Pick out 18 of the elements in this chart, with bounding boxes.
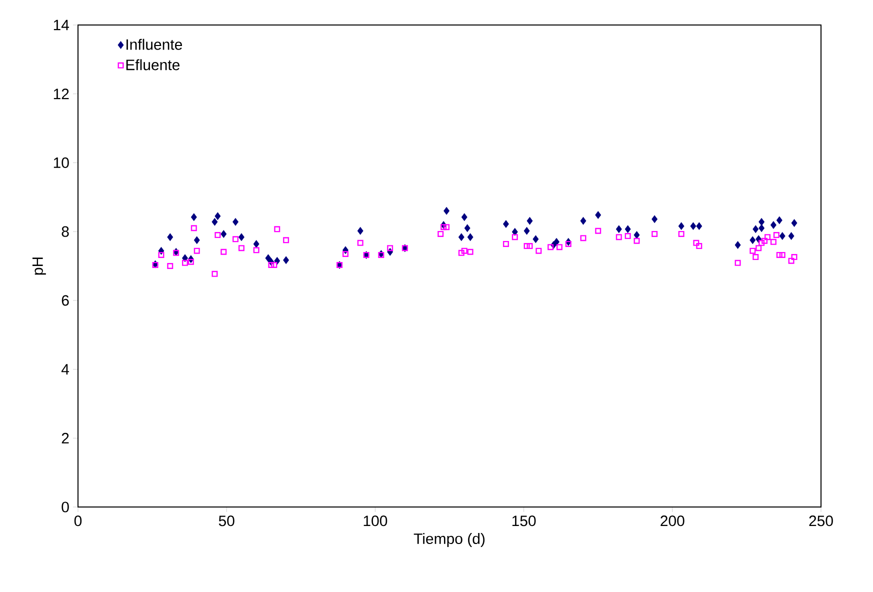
x-tick-label: 0 bbox=[74, 516, 82, 526]
y-tick-label: 14 bbox=[54, 20, 70, 30]
y-tick-label: 4 bbox=[61, 364, 70, 374]
x-tick-label: 100 bbox=[364, 516, 388, 526]
y-tick-label: 2 bbox=[62, 432, 69, 444]
legend-label: Influente bbox=[126, 38, 182, 50]
x-tick-label: 150 bbox=[512, 516, 536, 526]
x-tick-label: 50 bbox=[218, 516, 234, 526]
y-axis-title: pH bbox=[32, 258, 46, 275]
x-axis-title: Tiempo (d) bbox=[414, 533, 485, 547]
y-tick-label: 12 bbox=[54, 88, 69, 100]
y-tick-label: 8 bbox=[62, 226, 69, 237]
y-tick-label: 0 bbox=[62, 502, 69, 512]
legend-label: Efluente bbox=[126, 59, 180, 70]
y-tick-label: 10 bbox=[54, 157, 69, 168]
y-tick-label: 6 bbox=[62, 295, 69, 306]
x-tick-label: 200 bbox=[660, 516, 684, 526]
x-tick-label: 250 bbox=[809, 516, 833, 526]
